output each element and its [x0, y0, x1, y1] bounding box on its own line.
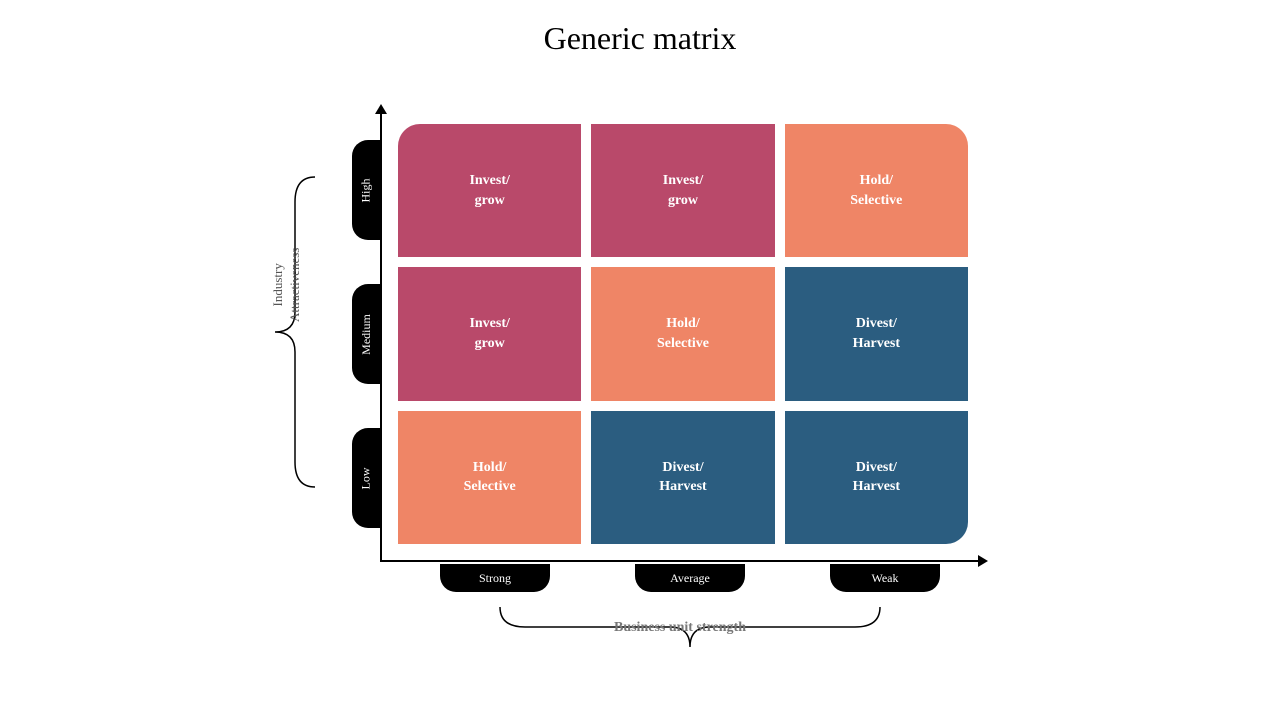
x-axis-line [380, 560, 980, 562]
y-tick-medium: Medium [352, 284, 380, 384]
x-tick-average: Average [635, 564, 745, 592]
matrix-chart: High Medium Low Strong Average Weak Indu… [380, 112, 980, 562]
y-tick-label: Low [359, 467, 374, 489]
y-tick-label: Medium [359, 314, 374, 355]
matrix-grid: Invest/ grow Invest/ grow Hold/ Selectiv… [398, 124, 968, 544]
cell-1-0: Invest/ grow [398, 267, 581, 400]
x-axis-title: Business unit strength [380, 620, 980, 636]
x-tick-label: Average [670, 571, 710, 586]
cell-1-1: Hold/ Selective [591, 267, 774, 400]
y-axis-line [380, 112, 382, 562]
y-tick-high: High [352, 140, 380, 240]
x-tick-weak: Weak [830, 564, 940, 592]
x-tick-strong: Strong [440, 564, 550, 592]
y-axis-bracket [260, 172, 320, 492]
cell-0-0: Invest/ grow [398, 124, 581, 257]
y-axis-title: Industry Attractiveness [270, 248, 304, 322]
cell-2-1: Divest/ Harvest [591, 411, 774, 544]
x-tick-label: Weak [871, 571, 898, 586]
cell-1-2: Divest/ Harvest [785, 267, 968, 400]
page-title: Generic matrix [0, 0, 1280, 57]
cell-2-0: Hold/ Selective [398, 411, 581, 544]
x-tick-label: Strong [479, 571, 511, 586]
cell-2-2: Divest/ Harvest [785, 411, 968, 544]
cell-0-2: Hold/ Selective [785, 124, 968, 257]
y-tick-low: Low [352, 428, 380, 528]
y-tick-label: High [359, 178, 374, 202]
cell-0-1: Invest/ grow [591, 124, 774, 257]
